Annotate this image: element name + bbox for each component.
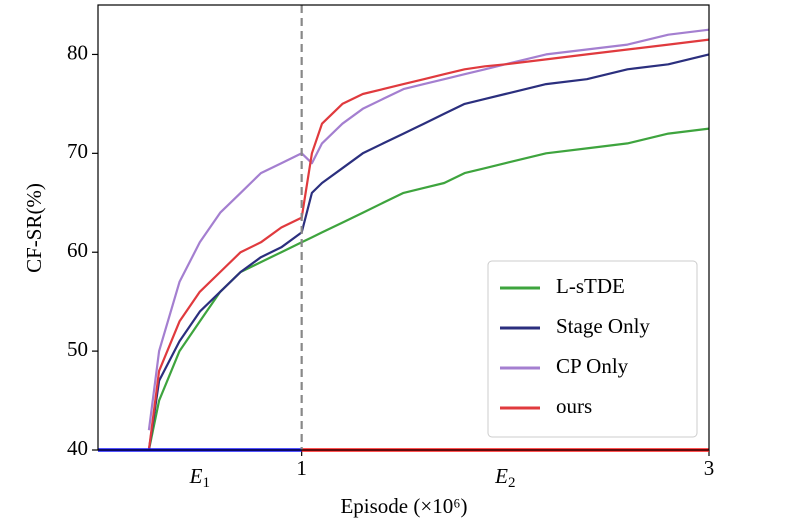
legend-label: CP Only [556,354,629,378]
x-axis-label: Episode (×10⁶) [340,494,467,518]
legend-box [487,260,698,438]
y-tick-label: 40 [67,436,88,460]
plot-frame [97,4,710,451]
y-tick-label: 50 [67,337,88,361]
annotation-text: E [189,464,203,488]
y-axis-label: CF-SR(%) [22,183,46,273]
y-tick-label: 70 [67,139,88,163]
annotation-subscript: 1 [202,475,210,491]
series-line [147,28,710,431]
annotation-subscript: 2 [508,475,516,491]
annotation-text: E [494,464,508,488]
legend-label: ours [556,394,592,418]
annotation: E2 [494,464,515,492]
y-tick-label: 80 [67,40,88,64]
series-line [147,53,710,451]
legend-label: Stage Only [556,314,650,338]
x-tick-label: 1 [296,456,307,480]
annotation: E1 [189,464,210,492]
y-tick-label: 60 [67,238,88,262]
legend-label: L-sTDE [556,274,625,298]
series-line [147,38,710,451]
x-tick-label: 3 [704,456,715,480]
